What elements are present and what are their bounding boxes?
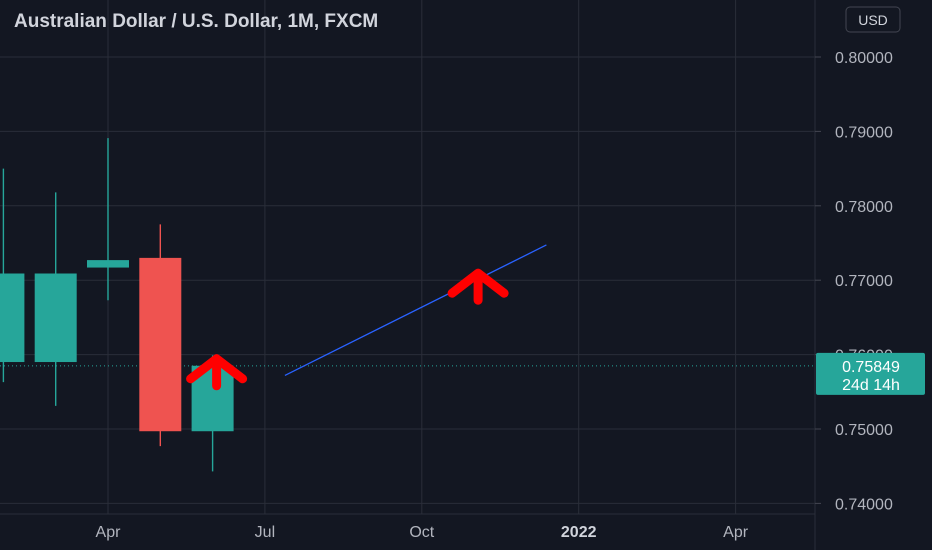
- time-axis-label: Oct: [409, 524, 434, 541]
- currency-button[interactable]: USD: [845, 6, 901, 33]
- time-axis-label: Apr: [96, 524, 122, 541]
- price-axis-label: 0.74000: [835, 496, 893, 513]
- candle-body: [87, 260, 129, 268]
- candle-down: [139, 224, 182, 447]
- candle-up: [0, 168, 25, 383]
- candle-body: [139, 257, 182, 432]
- currency-button-label: USD: [858, 12, 888, 28]
- price-axis-label: 0.77000: [835, 273, 893, 290]
- grid: [0, 0, 815, 514]
- candle-body: [0, 273, 25, 363]
- candle-up: [87, 138, 129, 301]
- price-axis-label: 0.78000: [835, 199, 893, 216]
- price-axis-label: 0.75000: [835, 422, 893, 439]
- bar-countdown: 24d 14h: [842, 377, 900, 394]
- time-axis-label: Jul: [255, 524, 275, 541]
- candle-up: [34, 192, 77, 406]
- drawings: [186, 244, 547, 391]
- symbol-title: Australian Dollar / U.S. Dollar, 1M, FXC…: [14, 11, 378, 32]
- time-axis[interactable]: Apr Jul Oct 2022 Apr: [96, 524, 749, 541]
- current-price-tag: 0.75849 24d 14h: [816, 352, 925, 395]
- currency-button-frame: [845, 6, 901, 33]
- time-axis-label: 2022: [561, 524, 597, 541]
- time-axis-label: Apr: [723, 524, 749, 541]
- price-axis-label: 0.80000: [835, 50, 893, 67]
- trend-line[interactable]: [284, 244, 547, 377]
- current-price-tag-background: [816, 352, 925, 395]
- candle-body: [34, 273, 77, 363]
- price-axis-label: 0.79000: [835, 124, 893, 141]
- current-price-value: 0.75849: [842, 359, 900, 376]
